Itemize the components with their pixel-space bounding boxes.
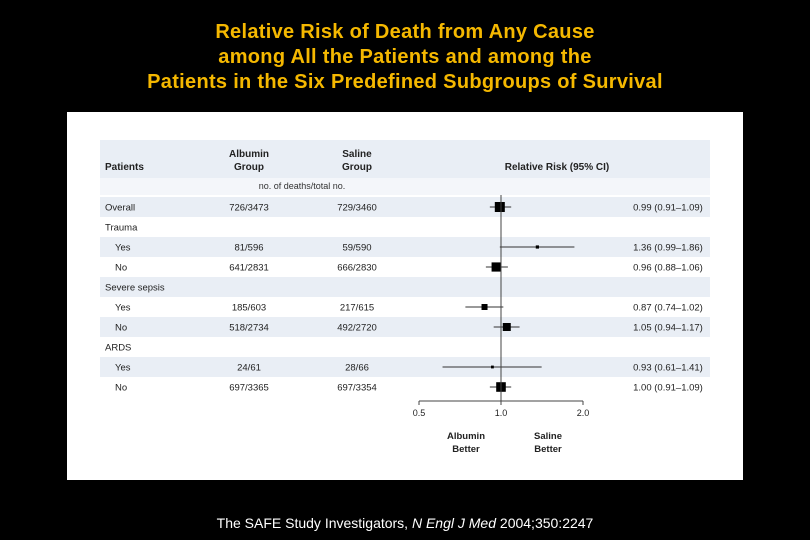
row-band [100, 357, 710, 377]
albumin-better-label-1: Albumin [447, 431, 485, 442]
forest-plot-panel: Patients Albumin Group Saline Group Rela… [67, 112, 743, 480]
albumin-value: 641/2831 [229, 263, 269, 274]
point-estimate [502, 323, 511, 331]
citation-authors: The SAFE Study Investigators, [216, 515, 412, 531]
albumin-value: 697/3365 [229, 383, 269, 394]
subheader-deaths-total: no. of deaths/total no. [259, 181, 346, 191]
row-label: No [115, 263, 127, 274]
header-band [100, 140, 710, 178]
x-tick-label: 1.0 [495, 408, 508, 418]
row-label: No [115, 383, 127, 394]
saline-value: 28/66 [345, 363, 369, 374]
saline-value: 59/590 [342, 243, 371, 254]
row-label: Severe sepsis [105, 283, 165, 294]
row-band [100, 277, 710, 297]
title-line-3: Patients in the Six Predefined Subgroups… [147, 71, 663, 93]
saline-value: 697/3354 [337, 383, 377, 394]
row-label: Overall [105, 203, 135, 214]
saline-value: 217/615 [340, 303, 374, 314]
ci-value: 1.36 (0.99–1.86) [633, 243, 703, 254]
row-label: ARDS [105, 343, 131, 354]
row-label: Yes [115, 363, 131, 374]
point-estimate [491, 365, 494, 369]
ci-value: 0.99 (0.91–1.09) [633, 203, 703, 214]
row-label: Trauma [105, 223, 138, 234]
header-albumin-line2: Group [234, 162, 264, 173]
albumin-better-label-2: Better [452, 444, 480, 455]
saline-value: 666/2830 [337, 263, 377, 274]
albumin-value: 726/3473 [229, 203, 269, 214]
header-relative-risk: Relative Risk (95% CI) [505, 162, 610, 173]
subheader-band [100, 178, 710, 195]
saline-value: 492/2720 [337, 323, 377, 334]
x-tick-label: 2.0 [577, 408, 590, 418]
albumin-value: 24/61 [237, 363, 261, 374]
saline-better-label-1: Saline [534, 431, 562, 442]
ci-value: 1.05 (0.94–1.17) [633, 323, 703, 334]
title-line-1: Relative Risk of Death from Any Cause [215, 21, 595, 43]
albumin-value: 518/2734 [229, 323, 269, 334]
point-estimate [491, 262, 501, 272]
ci-value: 0.96 (0.88–1.06) [633, 263, 703, 274]
row-band [100, 237, 710, 257]
albumin-value: 185/603 [232, 303, 266, 314]
albumin-value: 81/596 [234, 243, 263, 254]
point-estimate [494, 202, 505, 212]
row-label: Yes [115, 303, 131, 314]
forest-plot: Patients Albumin Group Saline Group Rela… [100, 140, 710, 455]
x-tick-label: 0.5 [413, 408, 426, 418]
row-band [100, 197, 710, 217]
header-patients: Patients [105, 162, 144, 173]
point-estimate [481, 304, 488, 310]
row-band [100, 317, 710, 337]
header-saline-line2: Group [342, 162, 372, 173]
header-saline-line1: Saline [342, 149, 372, 160]
header-albumin-line1: Albumin [229, 149, 269, 160]
point-estimate [535, 245, 539, 249]
ci-value: 0.93 (0.61–1.41) [633, 363, 703, 374]
title-line-2: among All the Patients and among the [218, 46, 592, 68]
ci-value: 0.87 (0.74–1.02) [633, 303, 703, 314]
citation-journal: N Engl J Med [411, 515, 497, 531]
saline-better-label-2: Better [534, 444, 562, 455]
citation-details: 2004;350:2247 [496, 515, 594, 531]
citation: The SAFE Study Investigators, N Engl J M… [0, 515, 810, 531]
slide-title: Relative Risk of Death from Any Cause am… [0, 20, 810, 95]
ci-value: 1.00 (0.91–1.09) [633, 383, 703, 394]
row-label: Yes [115, 243, 131, 254]
saline-value: 729/3460 [337, 203, 377, 214]
row-label: No [115, 323, 127, 334]
